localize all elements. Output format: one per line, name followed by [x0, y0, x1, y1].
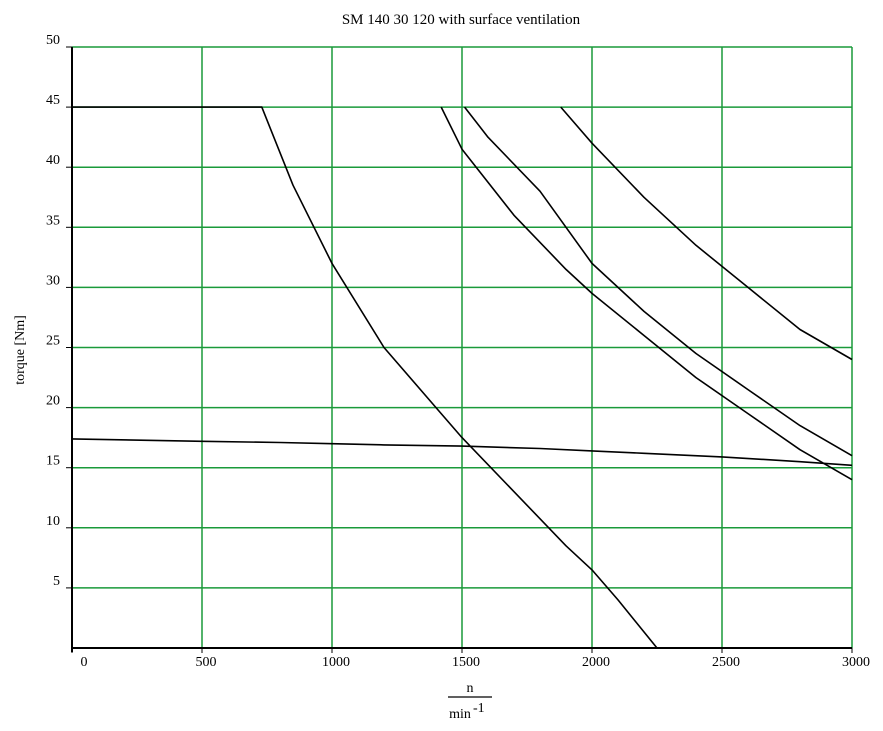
x-axis-label-exponent: -1 [473, 701, 485, 716]
grid [72, 46, 853, 648]
x-tick-label: 1500 [452, 655, 480, 670]
axes [66, 46, 853, 653]
y-tick-label: 5 [53, 574, 60, 589]
series-lines [71, 106, 853, 649]
x-tick-label: 2000 [582, 655, 610, 670]
x-axis-label-numerator: n [467, 681, 474, 696]
y-tick-label: 10 [46, 514, 60, 529]
y-tick-label: 30 [46, 273, 60, 288]
x-tick-label: 3000 [842, 655, 870, 670]
chart-title: SM 140 30 120 with surface ventilation [342, 12, 581, 28]
y-tick-label: 35 [46, 213, 60, 228]
tick-labels: 0 500 1000 1500 2000 2500 3000 5 10 15 20 25 30 35 40 4… [46, 33, 870, 670]
x-tick-label: 2500 [712, 655, 740, 670]
series-line-4 [463, 106, 853, 457]
series-line-5 [560, 106, 853, 361]
series-line-3 [440, 106, 853, 481]
y-tick-label: 40 [46, 153, 60, 168]
x-tick-label: 500 [196, 655, 217, 670]
series-line-1 [71, 438, 853, 467]
y-tick-label: 45 [46, 93, 60, 108]
y-axis-label: torque [Nm] [13, 315, 28, 385]
x-tick-label: 1000 [322, 655, 350, 670]
series-line-2 [72, 106, 658, 649]
y-tick-label: 50 [46, 33, 60, 48]
x-axis-label-denominator: min [449, 707, 471, 722]
y-tick-label: 15 [46, 454, 60, 469]
y-tick-label: 20 [46, 394, 60, 409]
x-tick-label: 0 [81, 655, 88, 670]
y-tick-label: 25 [46, 334, 60, 349]
